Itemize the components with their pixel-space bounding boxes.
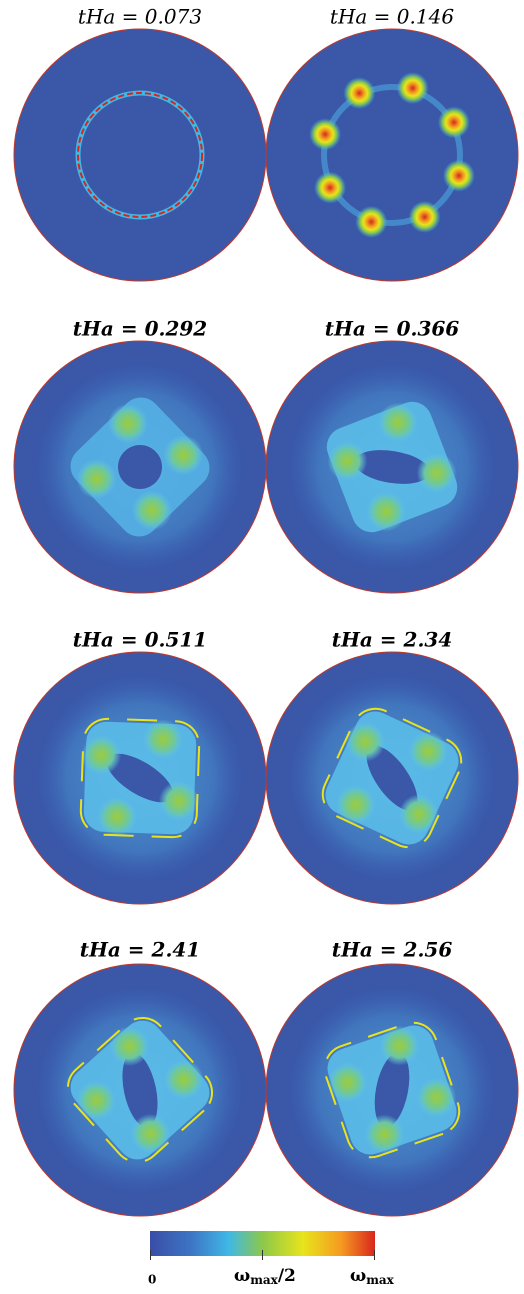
- vortex: [81, 735, 121, 775]
- colorbar-label: ωmax/2: [234, 1266, 296, 1287]
- vortex: [76, 1080, 116, 1120]
- vortex: [408, 731, 448, 771]
- figure: tHa = 0.073 tHa = 0.146 tHa = 0.292 tHa = 0…: [0, 0, 524, 1294]
- suffix: /2: [278, 1266, 296, 1286]
- vortex: [355, 206, 387, 238]
- vortex: [417, 453, 457, 493]
- panel: tHa = 2.41: [14, 938, 266, 1217]
- panel: tHa = 0.146: [266, 5, 518, 282]
- panel-label: tHa = 0.511: [73, 628, 207, 652]
- colorbar-label: 0: [148, 1273, 156, 1287]
- panel-label: tHa = 0.292: [73, 317, 207, 341]
- panel-label: tHa = 2.41: [80, 938, 201, 962]
- vortex: [314, 172, 346, 204]
- colorbar: 0 ωmax/2 ωmax: [148, 1231, 395, 1287]
- vortex: [77, 459, 117, 499]
- symbol: ω: [234, 1266, 250, 1286]
- page: {"panels": [ {"label": "tHa = 0.073"}, {…: [0, 0, 524, 1294]
- panel: tHa = 0.292: [14, 317, 266, 594]
- symbol: ω: [350, 1266, 366, 1286]
- vortex: [409, 201, 441, 233]
- panel-label: tHa = 2.56: [332, 938, 453, 962]
- panel: tHa = 0.366: [266, 317, 518, 594]
- colorbar-label: ωmax: [350, 1266, 395, 1287]
- panel: tHa = 0.073: [14, 5, 266, 282]
- vortex: [366, 492, 406, 532]
- panel-label: tHa = 0.146: [330, 5, 454, 29]
- panel: tHa = 2.34: [266, 628, 518, 905]
- vortex: [327, 441, 367, 481]
- vortex: [345, 722, 385, 762]
- panel-label: tHa = 2.34: [332, 628, 453, 652]
- vortex: [130, 1114, 170, 1154]
- vortex: [438, 106, 470, 138]
- panel: tHa = 0.511: [14, 628, 266, 905]
- vortex: [159, 781, 199, 821]
- vortex: [164, 1060, 204, 1100]
- vortex: [443, 160, 475, 192]
- vortex: [343, 77, 375, 109]
- vortex: [309, 118, 341, 150]
- vortex: [110, 1026, 150, 1066]
- vortex: [108, 404, 148, 444]
- vortex: [397, 72, 429, 104]
- vortex: [163, 435, 203, 475]
- domain: [266, 29, 518, 281]
- subscript: max: [250, 1273, 278, 1287]
- panels: tHa = 0.073 tHa = 0.146 tHa = 0.292 tHa = 0…: [14, 5, 518, 1217]
- panel-label: tHa = 0.366: [325, 317, 459, 341]
- vortex: [132, 490, 172, 530]
- vortex: [364, 1114, 404, 1154]
- panel-label: tHa = 0.073: [78, 5, 202, 29]
- vortex: [143, 719, 183, 759]
- vortex: [378, 402, 418, 442]
- panel: tHa = 2.56: [266, 938, 518, 1217]
- domain: [14, 29, 266, 281]
- subscript: max: [366, 1273, 394, 1287]
- vortex: [97, 797, 137, 837]
